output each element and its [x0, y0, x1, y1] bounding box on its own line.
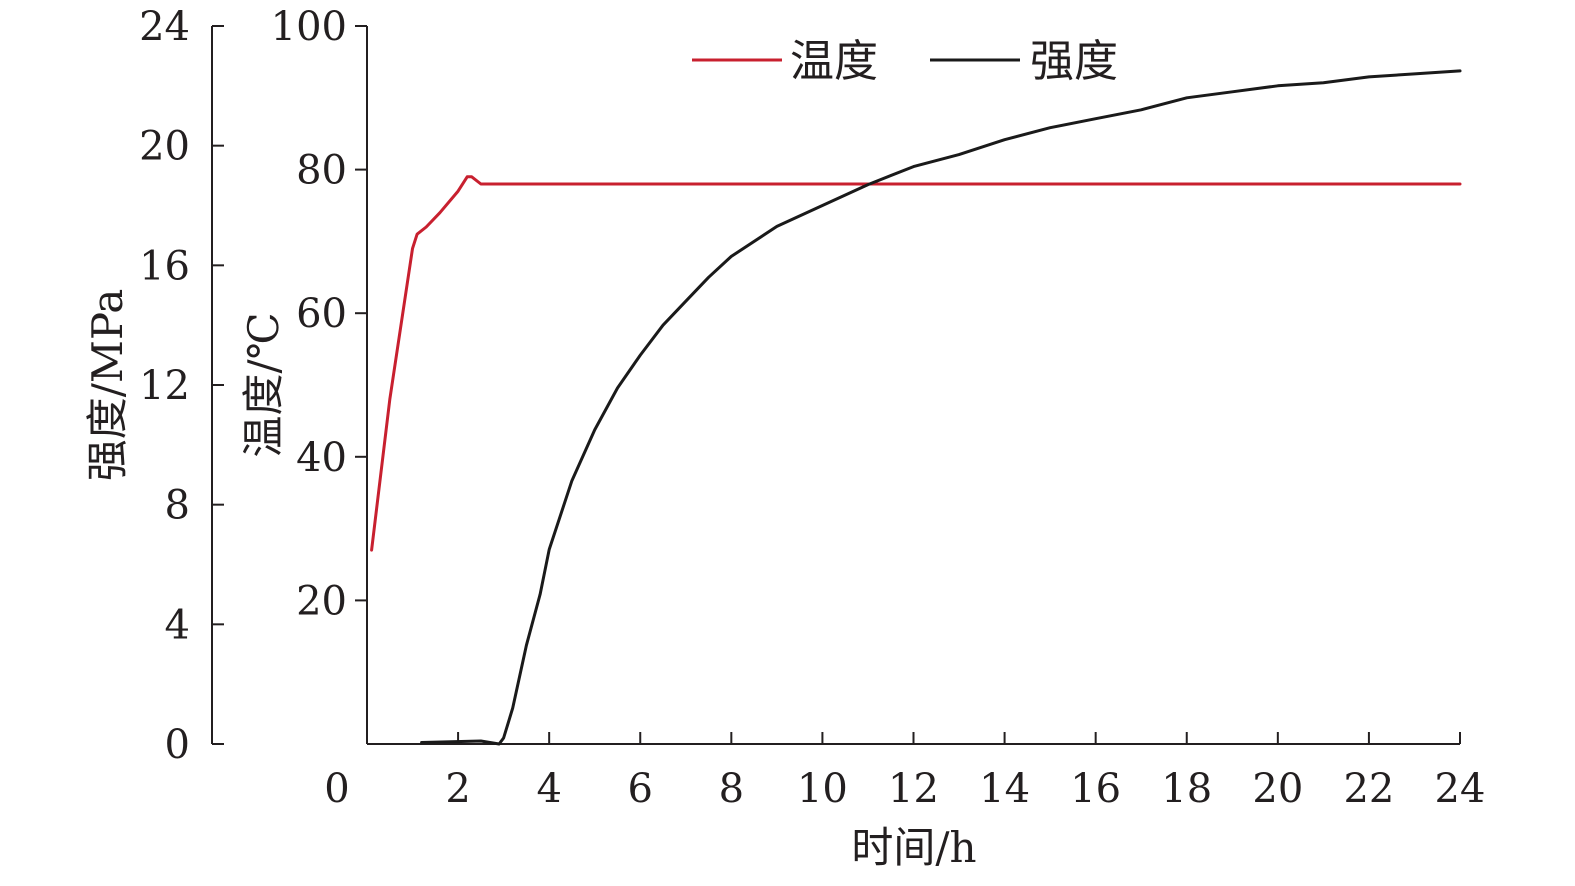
temperature-y-axis-title: 温度/℃	[239, 312, 288, 457]
temperature-series-line	[370, 175, 1462, 552]
x-tick-label: 4	[536, 766, 561, 812]
x-axis-ticks: 0 2 4 6 8 10 12 14 16 18 20 22 24	[324, 732, 1485, 812]
left-y-axis-title: 强度/MPa	[83, 289, 132, 482]
left-y-tick-label: 24	[139, 4, 190, 50]
left-y-tick-label: 20	[139, 124, 190, 170]
legend-label-strength: 强度	[1030, 36, 1118, 87]
temperature-y-tick-label: 60	[296, 291, 347, 337]
left-y-tick-label: 8	[165, 483, 190, 529]
x-tick-label: 0	[324, 766, 349, 812]
temperature-y-tick-label: 80	[296, 148, 347, 194]
x-tick-label: 6	[628, 766, 653, 812]
x-tick-label: 22	[1343, 766, 1394, 812]
left-y-tick-label: 4	[165, 602, 190, 648]
left-y-tick-label: 12	[139, 363, 190, 409]
x-tick-label: 20	[1252, 766, 1303, 812]
x-tick-label: 2	[445, 766, 470, 812]
temperature-y-axis-ticks: 20 40 60 80 100	[271, 4, 367, 624]
x-tick-label: 14	[979, 766, 1030, 812]
strength-series-line	[420, 69, 1462, 746]
left-y-tick-label: 0	[165, 722, 190, 768]
x-tick-label: 10	[797, 766, 848, 812]
temperature-y-tick-label: 20	[296, 578, 347, 624]
x-tick-label: 8	[719, 766, 744, 812]
series-layer	[370, 69, 1462, 746]
x-tick-label: 16	[1070, 766, 1121, 812]
left-y-axis-ticks: 0 4 8 12 16 20 24	[139, 4, 224, 768]
x-tick-label: 12	[888, 766, 939, 812]
temperature-y-tick-label: 100	[271, 4, 347, 50]
temperature-y-tick-label: 40	[296, 435, 347, 481]
legend-label-temperature: 温度	[790, 36, 878, 87]
legend: 温度 强度	[692, 36, 1118, 87]
x-axis-title: 时间/h	[851, 823, 976, 872]
x-tick-label: 18	[1161, 766, 1212, 812]
x-tick-label: 24	[1435, 766, 1486, 812]
left-y-tick-label: 16	[139, 243, 190, 289]
